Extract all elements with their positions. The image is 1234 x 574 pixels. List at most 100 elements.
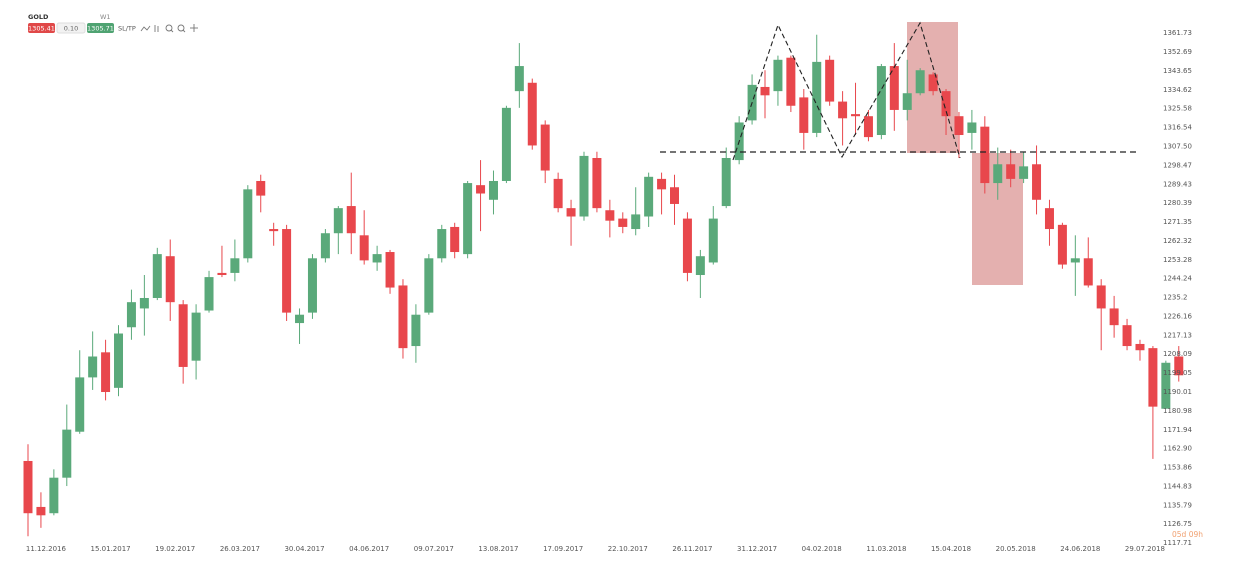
candle-body — [682, 218, 692, 273]
candle-body — [398, 285, 408, 349]
y-tick-label: 1325.58 — [1163, 105, 1192, 113]
candle-body — [1019, 166, 1029, 179]
y-tick-label: 1298.47 — [1163, 161, 1192, 169]
candle-body — [295, 314, 305, 324]
y-tick-label: 1307.50 — [1163, 143, 1192, 151]
candle-body — [876, 66, 886, 136]
candle-body — [1006, 164, 1016, 179]
candle-body — [605, 210, 615, 221]
candle-body — [799, 97, 809, 133]
candle-body — [644, 176, 654, 217]
x-tick-label: 11.03.2018 — [866, 545, 906, 553]
x-tick-label: 19.02.2017 — [155, 545, 195, 553]
y-tick-label: 1117.71 — [1163, 539, 1192, 547]
timeframe[interactable]: W1 — [100, 13, 111, 21]
volume-box[interactable] — [56, 22, 86, 34]
y-tick-label: 1180.98 — [1163, 407, 1192, 415]
tool-icons[interactable] — [140, 24, 198, 33]
y-tick-label: 1244.24 — [1163, 275, 1192, 283]
candle-body — [463, 183, 473, 255]
candle-body — [553, 178, 563, 209]
candle-body — [889, 66, 899, 110]
candle-body — [967, 122, 977, 133]
candle-body — [217, 272, 227, 276]
spread[interactable]: 0.10 — [64, 25, 78, 33]
candle-body — [902, 93, 912, 110]
x-tick-label: 04.06.2017 — [349, 545, 389, 553]
y-tick-label: 1280.39 — [1163, 199, 1192, 207]
candle-body — [320, 233, 330, 259]
candle-body — [670, 187, 679, 204]
candle-body — [488, 180, 498, 200]
y-tick-label: 1343.65 — [1163, 67, 1192, 75]
candle-body — [152, 254, 162, 298]
y-tick-label: 1190.01 — [1163, 388, 1192, 396]
candle-body — [437, 229, 447, 259]
x-tick-label: 17.09.2017 — [543, 545, 583, 553]
bid-price[interactable]: 1305.41 — [28, 25, 55, 33]
candle-body — [101, 352, 111, 393]
candle-body — [385, 252, 395, 288]
candle-body — [631, 214, 641, 230]
candle-body — [954, 116, 964, 136]
buy-button[interactable] — [87, 23, 114, 33]
candle-body — [773, 59, 783, 92]
candle-body — [139, 297, 149, 309]
candle-body — [178, 304, 188, 367]
candle-body — [1096, 285, 1106, 309]
candle-body — [256, 180, 266, 196]
sell-button[interactable] — [28, 23, 55, 33]
candle-body — [760, 86, 770, 96]
candle-body — [1174, 356, 1184, 376]
x-tick-label: 11.12.2016 — [26, 545, 67, 553]
candle-body — [282, 229, 292, 313]
candle-body — [786, 57, 796, 106]
countdown: 05d 09h — [1172, 530, 1203, 539]
y-tick-label: 1199.05 — [1163, 369, 1192, 377]
y-tick-label: 1262.32 — [1163, 237, 1192, 245]
candle-body — [424, 258, 434, 313]
x-tick-label: 20.05.2018 — [996, 545, 1036, 553]
x-tick-label: 22.10.2017 — [608, 545, 648, 553]
x-tick-label: 31.12.2017 — [737, 545, 777, 553]
x-tick-label: 29.07.2018 — [1125, 545, 1165, 553]
candle-body — [204, 277, 214, 311]
x-tick-label: 09.07.2017 — [414, 545, 454, 553]
candle-body — [346, 206, 356, 234]
y-tick-label: 1352.69 — [1163, 48, 1192, 56]
candle-body — [540, 124, 550, 171]
ask-price[interactable]: 1305.71 — [87, 25, 114, 33]
candle-body — [708, 218, 718, 263]
candle-body — [1135, 343, 1145, 351]
y-tick-label: 1171.94 — [1163, 426, 1192, 434]
candle-body — [333, 208, 343, 234]
y-tick-label: 1208.09 — [1163, 350, 1192, 358]
candle-body — [915, 70, 925, 94]
candle-body — [566, 208, 576, 217]
candle-body — [62, 429, 72, 478]
candle-body — [450, 226, 460, 253]
candle-body — [721, 157, 731, 207]
pattern-line — [732, 21, 961, 161]
candle-body — [1070, 258, 1080, 263]
candle-body — [928, 74, 938, 92]
candle-body — [23, 460, 33, 514]
candle-body — [695, 256, 705, 276]
candle-body — [1057, 224, 1067, 265]
candle-body — [1083, 258, 1093, 286]
candle-body — [126, 302, 136, 328]
sltp-button[interactable]: SL/TP — [118, 25, 136, 33]
x-tick-label: 04.02.2018 — [802, 545, 842, 553]
y-tick-label: 1153.86 — [1163, 464, 1192, 472]
candle-body — [114, 333, 124, 388]
y-tick-label: 1253.28 — [1163, 256, 1192, 264]
candle-body — [838, 101, 848, 119]
candle-body — [1032, 164, 1042, 200]
candle-body — [825, 59, 835, 102]
y-tick-label: 1135.79 — [1163, 501, 1192, 509]
candle-body — [501, 107, 511, 181]
candle-body — [359, 235, 369, 261]
candle-body — [230, 258, 240, 273]
candle-body — [243, 189, 253, 259]
